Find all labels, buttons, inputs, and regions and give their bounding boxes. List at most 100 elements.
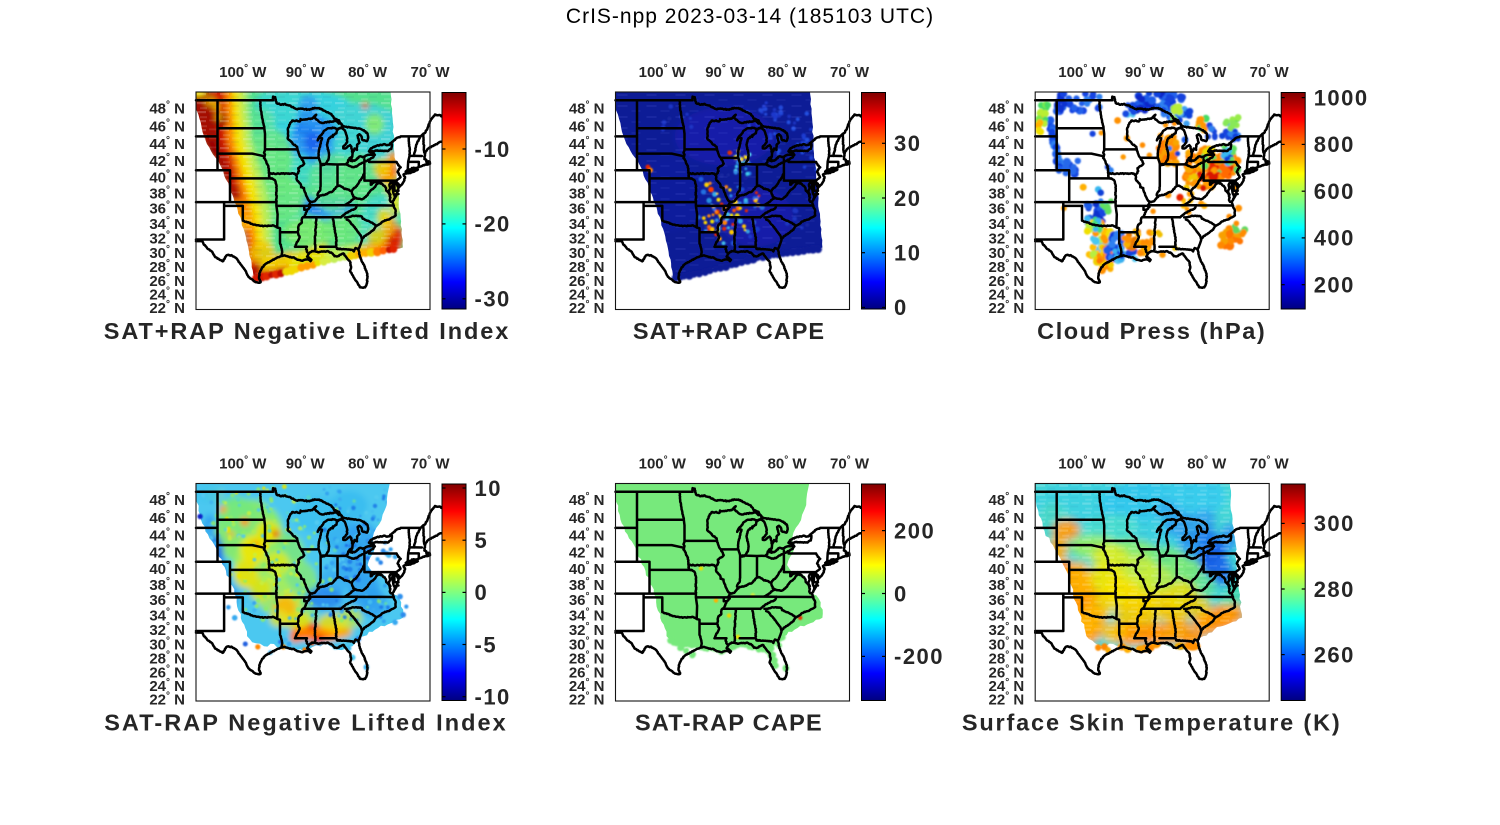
svg-text:SAT+RAP Negative Lifted Index: SAT+RAP Negative Lifted Index xyxy=(104,318,510,344)
svg-text:48° N: 48° N xyxy=(569,100,605,118)
svg-text:22° N: 22° N xyxy=(149,299,185,317)
svg-text:46° N: 46° N xyxy=(989,118,1025,136)
svg-text:44° N: 44° N xyxy=(989,135,1025,153)
svg-text:38° N: 38° N xyxy=(569,184,605,202)
svg-text:80° W: 80° W xyxy=(768,63,808,81)
svg-text:32° N: 32° N xyxy=(149,621,185,639)
svg-text:34° N: 34° N xyxy=(149,606,185,624)
svg-text:42° N: 42° N xyxy=(569,544,605,562)
svg-text:34° N: 34° N xyxy=(989,606,1025,624)
svg-text:34° N: 34° N xyxy=(569,606,605,624)
svg-text:32° N: 32° N xyxy=(989,621,1025,639)
svg-text:70° W: 70° W xyxy=(1250,455,1290,473)
svg-text:22° N: 22° N xyxy=(149,691,185,709)
svg-text:100° W: 100° W xyxy=(1058,455,1106,473)
svg-text:40° N: 40° N xyxy=(569,560,605,578)
svg-text:-5: -5 xyxy=(475,632,498,657)
svg-text:90° W: 90° W xyxy=(705,455,745,473)
svg-text:1000: 1000 xyxy=(1314,85,1369,110)
svg-text:26° N: 26° N xyxy=(569,664,605,682)
svg-text:5: 5 xyxy=(475,528,489,553)
svg-text:100° W: 100° W xyxy=(1058,63,1106,81)
svg-text:26° N: 26° N xyxy=(149,272,185,290)
svg-text:38° N: 38° N xyxy=(569,576,605,594)
svg-text:80° W: 80° W xyxy=(1187,63,1227,81)
svg-text:80° W: 80° W xyxy=(768,455,808,473)
svg-text:40° N: 40° N xyxy=(989,168,1025,186)
svg-text:30° N: 30° N xyxy=(989,636,1025,654)
svg-text:26° N: 26° N xyxy=(569,272,605,290)
svg-text:42° N: 42° N xyxy=(989,544,1025,562)
svg-text:34° N: 34° N xyxy=(569,215,605,233)
svg-text:100° W: 100° W xyxy=(639,455,687,473)
svg-text:90° W: 90° W xyxy=(705,63,745,81)
svg-text:22° N: 22° N xyxy=(569,691,605,709)
svg-text:22° N: 22° N xyxy=(569,299,605,317)
svg-text:46° N: 46° N xyxy=(149,509,185,527)
svg-text:30° N: 30° N xyxy=(149,636,185,654)
svg-text:36° N: 36° N xyxy=(569,200,605,218)
svg-text:SAT-RAP CAPE: SAT-RAP CAPE xyxy=(635,710,823,736)
svg-text:28° N: 28° N xyxy=(989,650,1025,668)
svg-text:36° N: 36° N xyxy=(569,591,605,609)
svg-text:90° W: 90° W xyxy=(1125,455,1165,473)
svg-text:48° N: 48° N xyxy=(569,491,605,509)
svg-text:38° N: 38° N xyxy=(149,184,185,202)
svg-text:46° N: 46° N xyxy=(569,509,605,527)
svg-text:200: 200 xyxy=(1314,273,1355,298)
svg-text:28° N: 28° N xyxy=(569,258,605,276)
svg-text:32° N: 32° N xyxy=(569,230,605,248)
svg-text:30: 30 xyxy=(894,131,921,156)
svg-text:34° N: 34° N xyxy=(149,215,185,233)
svg-text:24° N: 24° N xyxy=(149,286,185,304)
svg-text:40° N: 40° N xyxy=(989,560,1025,578)
svg-text:70° W: 70° W xyxy=(830,63,870,81)
svg-text:26° N: 26° N xyxy=(989,664,1025,682)
svg-text:70° W: 70° W xyxy=(410,63,450,81)
svg-text:90° W: 90° W xyxy=(286,455,326,473)
svg-text:48° N: 48° N xyxy=(149,100,185,118)
svg-text:22° N: 22° N xyxy=(989,691,1025,709)
svg-text:26° N: 26° N xyxy=(989,272,1025,290)
svg-text:30° N: 30° N xyxy=(989,244,1025,262)
svg-text:70° W: 70° W xyxy=(830,455,870,473)
svg-text:80° W: 80° W xyxy=(348,63,388,81)
svg-text:90° W: 90° W xyxy=(1125,63,1165,81)
svg-text:100° W: 100° W xyxy=(219,455,267,473)
svg-text:40° N: 40° N xyxy=(149,560,185,578)
svg-text:40° N: 40° N xyxy=(569,168,605,186)
svg-text:600: 600 xyxy=(1314,179,1355,204)
svg-text:0: 0 xyxy=(475,580,489,605)
svg-text:30° N: 30° N xyxy=(569,244,605,262)
svg-text:24° N: 24° N xyxy=(149,677,185,695)
svg-text:Cloud Press (hPa): Cloud Press (hPa) xyxy=(1037,318,1266,344)
svg-text:36° N: 36° N xyxy=(989,591,1025,609)
svg-text:48° N: 48° N xyxy=(989,491,1025,509)
svg-text:100° W: 100° W xyxy=(219,63,267,81)
svg-text:24° N: 24° N xyxy=(989,677,1025,695)
svg-text:42° N: 42° N xyxy=(149,152,185,170)
svg-text:80° W: 80° W xyxy=(1187,455,1227,473)
svg-text:36° N: 36° N xyxy=(989,200,1025,218)
svg-text:46° N: 46° N xyxy=(989,509,1025,527)
svg-text:SAT-RAP Negative Lifted Index: SAT-RAP Negative Lifted Index xyxy=(104,710,508,736)
svg-text:42° N: 42° N xyxy=(149,544,185,562)
svg-text:80° W: 80° W xyxy=(348,455,388,473)
svg-text:28° N: 28° N xyxy=(149,650,185,668)
svg-text:260: 260 xyxy=(1314,642,1355,667)
svg-text:100° W: 100° W xyxy=(639,63,687,81)
svg-text:SAT+RAP CAPE: SAT+RAP CAPE xyxy=(633,318,825,344)
svg-text:44° N: 44° N xyxy=(149,135,185,153)
svg-text:200: 200 xyxy=(894,518,935,543)
svg-text:800: 800 xyxy=(1314,132,1355,157)
svg-text:20: 20 xyxy=(894,186,921,211)
svg-text:0: 0 xyxy=(894,295,908,320)
svg-text:280: 280 xyxy=(1314,577,1355,602)
svg-text:70° W: 70° W xyxy=(410,455,450,473)
svg-text:34° N: 34° N xyxy=(989,215,1025,233)
svg-text:30° N: 30° N xyxy=(149,244,185,262)
svg-text:32° N: 32° N xyxy=(149,230,185,248)
svg-text:Surface Skin Temperature (K): Surface Skin Temperature (K) xyxy=(962,710,1342,736)
svg-text:38° N: 38° N xyxy=(149,576,185,594)
svg-text:70° W: 70° W xyxy=(1250,63,1290,81)
